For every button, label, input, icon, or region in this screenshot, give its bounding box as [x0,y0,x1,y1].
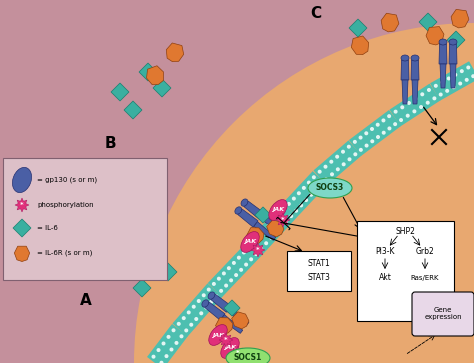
Ellipse shape [209,325,227,345]
Circle shape [152,355,155,359]
Circle shape [400,105,404,109]
Circle shape [194,317,198,321]
Circle shape [192,305,196,309]
Polygon shape [244,201,264,219]
Ellipse shape [269,200,287,220]
Circle shape [376,123,380,127]
Circle shape [187,310,191,314]
Polygon shape [126,251,144,269]
Circle shape [471,74,474,78]
Polygon shape [276,213,290,227]
Polygon shape [173,284,222,337]
Text: STAT3: STAT3 [308,273,330,282]
Text: Ras/ERK: Ras/ERK [411,275,439,281]
Polygon shape [449,44,457,64]
Text: C: C [310,6,321,21]
FancyBboxPatch shape [357,221,454,321]
Polygon shape [13,219,31,237]
Circle shape [199,311,203,315]
Circle shape [249,257,253,261]
Circle shape [358,135,363,139]
Polygon shape [401,60,409,80]
Circle shape [439,93,443,97]
Circle shape [229,278,233,282]
Circle shape [399,118,403,122]
Circle shape [279,225,283,229]
Circle shape [376,135,380,139]
Circle shape [162,342,165,346]
Circle shape [447,77,451,81]
Ellipse shape [449,39,457,45]
Polygon shape [133,279,151,297]
Circle shape [406,114,410,118]
Text: = IL-6R (s or m): = IL-6R (s or m) [37,250,92,256]
Circle shape [294,209,298,213]
Circle shape [180,334,183,338]
Ellipse shape [241,232,259,252]
Circle shape [214,294,218,298]
Circle shape [324,177,328,181]
Circle shape [330,172,334,176]
Polygon shape [227,307,249,326]
Circle shape [297,191,301,195]
Ellipse shape [439,39,447,45]
FancyBboxPatch shape [287,251,351,291]
Text: SHP2: SHP2 [395,228,415,237]
Circle shape [353,152,357,156]
Ellipse shape [411,55,419,61]
Text: *: * [224,337,228,343]
Circle shape [274,231,278,234]
Polygon shape [159,263,177,281]
Polygon shape [247,203,297,255]
Text: Akt: Akt [379,273,392,282]
Polygon shape [260,214,282,232]
Circle shape [299,203,303,207]
Polygon shape [224,300,240,316]
Circle shape [318,170,322,174]
Circle shape [184,329,188,333]
Polygon shape [221,315,243,333]
Polygon shape [430,61,474,101]
Polygon shape [349,110,401,156]
Circle shape [209,300,213,304]
Circle shape [359,148,363,152]
Circle shape [329,160,333,164]
Text: A: A [80,293,92,308]
Polygon shape [124,101,142,119]
Circle shape [166,335,171,339]
Circle shape [365,144,369,148]
Polygon shape [267,220,284,237]
Circle shape [370,139,374,143]
Circle shape [202,293,206,297]
Circle shape [222,272,226,276]
Polygon shape [147,324,188,363]
Polygon shape [349,19,367,37]
Circle shape [292,197,296,201]
Circle shape [452,85,456,89]
Polygon shape [146,66,164,85]
Text: JAK: JAK [224,346,236,351]
Text: *: * [20,202,24,208]
Circle shape [370,127,374,131]
Circle shape [227,266,231,270]
Polygon shape [402,80,408,104]
Circle shape [159,361,164,363]
Polygon shape [283,171,327,217]
Circle shape [312,175,316,179]
Text: Grb2: Grb2 [416,248,434,257]
Circle shape [212,282,216,286]
Circle shape [387,126,392,130]
Ellipse shape [208,292,215,299]
Circle shape [420,92,424,96]
Circle shape [164,354,168,358]
Circle shape [453,73,457,77]
Text: *: * [256,247,260,253]
Polygon shape [246,228,264,243]
Text: JAK: JAK [212,333,224,338]
Text: phosphorylation: phosphorylation [37,202,94,208]
Polygon shape [390,83,440,126]
Circle shape [242,250,246,254]
Circle shape [336,167,340,171]
Circle shape [172,328,175,332]
